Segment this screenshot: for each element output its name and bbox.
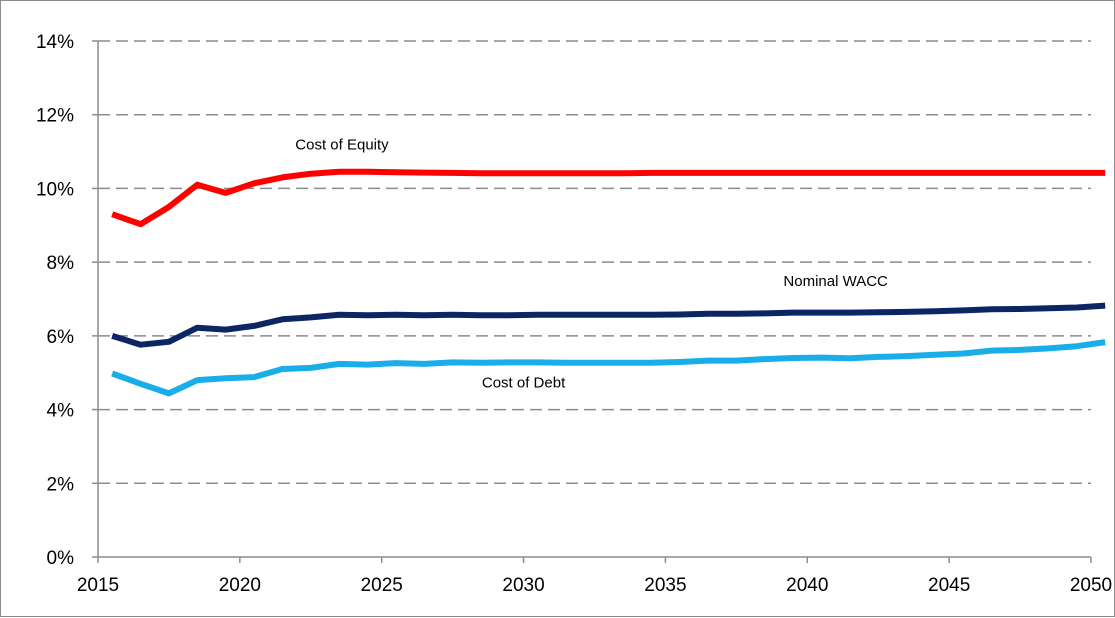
- series-line-light-blue: [111, 339, 1106, 397]
- x-tick-label: 2030: [502, 575, 544, 596]
- y-tick-label: 14%: [36, 32, 74, 53]
- y-tick-label: 8%: [47, 253, 75, 274]
- series-annotation: Cost of Debt: [482, 374, 566, 391]
- gridlines: [98, 40, 1091, 485]
- series: [111, 168, 1106, 397]
- labels: Cost of Equity Nominal WACC Cost of Debt: [295, 137, 888, 392]
- y-tick-label: 12%: [36, 106, 74, 127]
- series-line-navy: [111, 302, 1106, 348]
- series-annotation: Cost of Equity: [295, 137, 389, 154]
- series-line-red: [111, 168, 1106, 228]
- axes: 0% 2% 4% 6% 8% 10% 12% 14% 2015 2020 2025 2030 2035 2…: [36, 32, 1112, 596]
- y-tick-label: 10%: [36, 179, 74, 200]
- series-annotation: Nominal WACC: [783, 273, 888, 290]
- y-tick-label: 6%: [47, 327, 75, 348]
- x-tick-label: 2035: [644, 575, 686, 596]
- x-tick-label: 2015: [77, 575, 119, 596]
- y-tick-label: 4%: [47, 401, 75, 422]
- x-tick-label: 2020: [219, 575, 261, 596]
- x-tick-label: 2025: [361, 575, 403, 596]
- y-tick-label: 0%: [47, 548, 75, 569]
- y-tick-label: 2%: [47, 474, 75, 495]
- x-tick-label: 2040: [786, 575, 828, 596]
- x-tick-label: 2050: [1070, 575, 1112, 596]
- x-tick-label: 2045: [928, 575, 970, 596]
